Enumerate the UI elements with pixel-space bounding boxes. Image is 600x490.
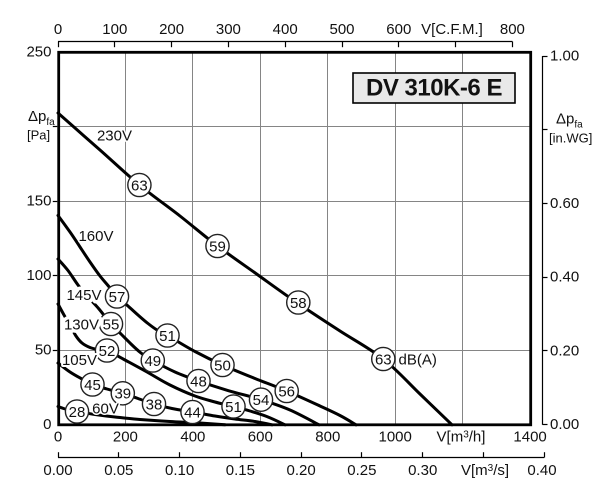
svg-text:60V: 60V [92, 401, 119, 418]
svg-text:0.30: 0.30 [408, 462, 437, 479]
svg-text:V[m3/h]: V[m3/h] [437, 429, 486, 446]
svg-text:V[m3/s]: V[m3/s] [461, 462, 509, 479]
svg-text:0: 0 [54, 429, 62, 446]
svg-text:58: 58 [290, 295, 307, 312]
svg-text:59: 59 [209, 238, 226, 255]
svg-text:51: 51 [159, 328, 176, 345]
svg-text:100: 100 [102, 21, 127, 38]
svg-text:0.10: 0.10 [165, 462, 194, 479]
svg-text:105V: 105V [62, 352, 97, 369]
svg-text:800: 800 [500, 21, 525, 38]
svg-text:0: 0 [43, 416, 51, 433]
svg-text:0.05: 0.05 [104, 462, 133, 479]
svg-text:1000: 1000 [379, 429, 412, 446]
svg-text:0.60: 0.60 [550, 195, 579, 212]
svg-text:0.00: 0.00 [550, 416, 579, 433]
svg-text:500: 500 [329, 21, 354, 38]
svg-text:49: 49 [144, 353, 161, 370]
svg-text:55: 55 [103, 316, 120, 333]
svg-text:200: 200 [159, 21, 184, 38]
svg-text:0.40: 0.40 [550, 269, 579, 286]
svg-text:45: 45 [84, 377, 101, 394]
svg-text:130V: 130V [64, 317, 99, 334]
svg-text:0.20: 0.20 [286, 462, 315, 479]
svg-text:100: 100 [26, 267, 51, 284]
svg-text:400: 400 [180, 429, 205, 446]
svg-text:44: 44 [184, 404, 201, 421]
svg-text:51: 51 [225, 399, 242, 416]
svg-text:52: 52 [99, 343, 116, 360]
svg-text:[in.WG]: [in.WG] [549, 131, 592, 146]
svg-text:1.00: 1.00 [550, 48, 579, 65]
svg-text:200: 200 [113, 429, 138, 446]
svg-text:150: 150 [26, 192, 51, 209]
svg-text:0: 0 [54, 21, 62, 38]
svg-text:1400: 1400 [513, 429, 546, 446]
svg-text:0.40: 0.40 [527, 462, 556, 479]
svg-text:28: 28 [69, 404, 86, 421]
svg-text:0.25: 0.25 [347, 462, 376, 479]
svg-text:230V: 230V [97, 128, 132, 145]
svg-text:800: 800 [315, 429, 340, 446]
svg-text:54: 54 [253, 392, 270, 409]
svg-text:39: 39 [114, 386, 131, 403]
svg-text:160V: 160V [78, 228, 113, 245]
svg-text:38: 38 [146, 396, 163, 413]
svg-text:0.00: 0.00 [43, 462, 72, 479]
svg-text:400: 400 [273, 21, 298, 38]
svg-text:57: 57 [109, 289, 126, 306]
svg-text:63: 63 [375, 351, 392, 368]
svg-text:0.20: 0.20 [550, 343, 579, 360]
svg-text:V[C.F.M.]: V[C.F.M.] [421, 21, 483, 38]
svg-text:300: 300 [216, 21, 241, 38]
svg-text:600: 600 [386, 21, 411, 38]
svg-text:63: 63 [131, 177, 148, 194]
svg-text:50: 50 [214, 357, 231, 374]
svg-text:dB(A): dB(A) [399, 351, 437, 368]
svg-text:[Pa]: [Pa] [27, 128, 50, 143]
svg-text:145V: 145V [66, 287, 101, 304]
svg-text:600: 600 [248, 429, 273, 446]
svg-text:250: 250 [26, 43, 51, 60]
svg-text:DV 310K-6 E: DV 310K-6 E [366, 75, 502, 102]
svg-text:50: 50 [35, 342, 52, 359]
svg-text:56: 56 [278, 383, 295, 400]
svg-text:0.15: 0.15 [226, 462, 255, 479]
svg-text:48: 48 [190, 373, 207, 390]
